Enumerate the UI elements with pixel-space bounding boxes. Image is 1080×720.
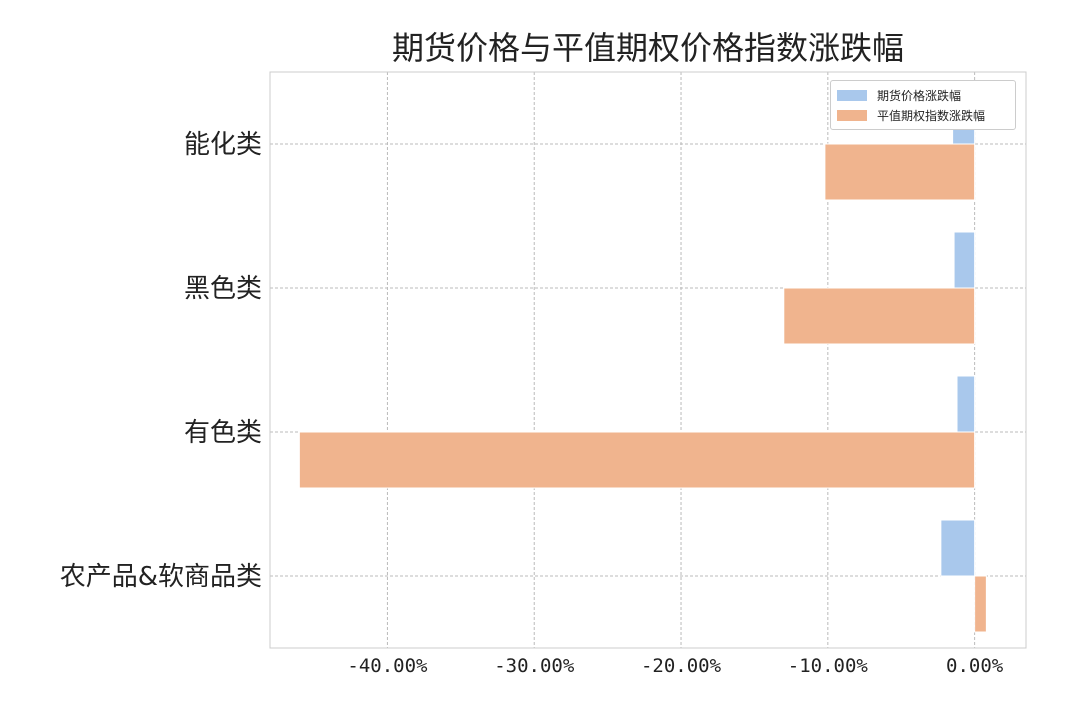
- bar-futures: [953, 231, 976, 289]
- legend-swatch-futures: [837, 89, 867, 101]
- x-tick-label: -10.00%: [788, 655, 869, 677]
- x-tick-label: 0.00%: [946, 655, 1004, 677]
- x-tick-label: -30.00%: [494, 655, 575, 677]
- x-tick-label: -20.00%: [641, 655, 722, 677]
- legend-item-options: 平值期权指数涨跌幅: [837, 105, 1009, 125]
- category-label: 农产品&软商品类: [60, 562, 262, 592]
- bars: [298, 87, 987, 633]
- bar-options: [783, 287, 976, 345]
- category-label: 有色类: [184, 418, 262, 448]
- legend-swatch-options: [837, 109, 867, 121]
- bar-options: [298, 431, 976, 489]
- bar-futures: [956, 375, 976, 433]
- bar-futures: [940, 519, 976, 577]
- legend: 期货价格涨跌幅 平值期权指数涨跌幅: [830, 80, 1016, 130]
- category-label: 黑色类: [184, 274, 262, 304]
- legend-label-options: 平值期权指数涨跌幅: [877, 108, 986, 123]
- bar-options: [974, 575, 987, 633]
- plot-frame: [269, 71, 1027, 649]
- chart-title: 期货价格与平值期权价格指数涨跌幅: [391, 29, 904, 67]
- bar-options: [824, 143, 976, 201]
- x-tick-label: -40.00%: [347, 655, 428, 677]
- category-label: 能化类: [184, 130, 262, 160]
- legend-label-futures: 期货价格涨跌幅: [877, 88, 962, 103]
- axis-labels: -40.00% -30.00% -20.00% -10.00% 0.00% 能化类黑色类有…: [60, 130, 1004, 677]
- legend-item-futures: 期货价格涨跌幅: [837, 85, 1009, 105]
